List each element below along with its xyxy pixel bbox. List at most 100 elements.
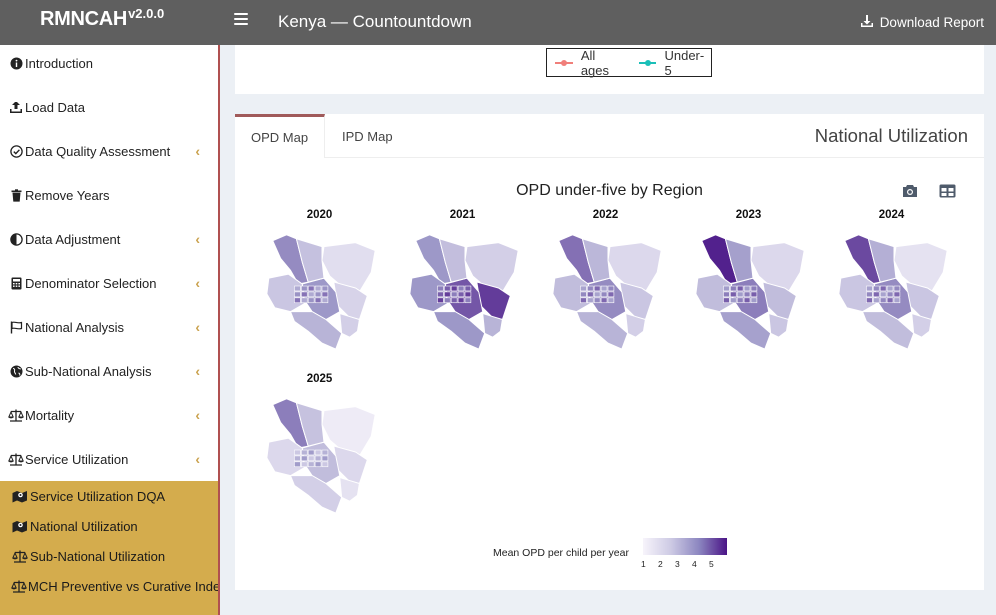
- sidebar-item-label: National Analysis: [25, 319, 124, 335]
- region-mid: [724, 238, 754, 283]
- chevron-left-icon[interactable]: ‹: [195, 319, 200, 335]
- colorbar-tick: 5: [709, 559, 714, 569]
- county-cell: [314, 297, 322, 304]
- county-cell: [866, 297, 873, 304]
- submenu-item[interactable]: Service Utilization DQA: [0, 481, 218, 511]
- trash-icon: [8, 188, 24, 202]
- region-coast: [911, 312, 932, 338]
- county-cell: [607, 297, 615, 304]
- sidebar-item[interactable]: Denominator Selection ‹: [0, 268, 218, 298]
- facet-map-2024: 2024: [834, 209, 964, 354]
- county-cell: [314, 461, 322, 468]
- sidebar-item[interactable]: Service Utilization ‹: [0, 444, 218, 474]
- download-report-button[interactable]: Download Report: [860, 14, 984, 31]
- choropleth-map[interactable]: [262, 223, 382, 351]
- sidebar-item-label: Mortality: [25, 407, 75, 423]
- region-coast: [339, 476, 360, 502]
- county-cell: [444, 297, 451, 304]
- colorbar-tick: 2: [658, 559, 663, 569]
- chevron-left-icon[interactable]: ‹: [195, 363, 200, 379]
- county-cell: [730, 297, 737, 304]
- choropleth-map[interactable]: [262, 387, 382, 515]
- submenu-item[interactable]: National Utilization: [0, 511, 218, 541]
- sidebar-item[interactable]: Load Data: [0, 92, 218, 122]
- choropleth-map[interactable]: [691, 223, 811, 351]
- scale-icon: [11, 550, 29, 563]
- colorbar-label: Mean OPD per child per year: [493, 547, 629, 559]
- tab-ipd-map[interactable]: IPD Map: [342, 128, 393, 144]
- facet-map-2020: 2020: [262, 209, 392, 354]
- chevron-left-icon[interactable]: ‹: [195, 451, 200, 467]
- facet-year-label: 2024: [878, 209, 905, 221]
- county-cell: [314, 291, 322, 298]
- region-mid: [581, 238, 611, 283]
- county-cell: [450, 291, 458, 298]
- facet-map-2023: 2023: [691, 209, 821, 354]
- series-legend: All ages Under-5: [546, 48, 712, 78]
- submenu-item[interactable]: MCH Preventive vs Curative Inde: [0, 571, 218, 601]
- facet-map-2022: 2022: [548, 209, 678, 354]
- facet-year-label: 2022: [592, 209, 619, 221]
- panel-title: National Utilization: [814, 125, 968, 146]
- region-south: [289, 475, 343, 514]
- county-cell: [450, 297, 458, 304]
- colorbar-tick: 3: [675, 559, 680, 569]
- region-mid: [295, 402, 325, 447]
- sidebar-item[interactable]: Introduction: [0, 48, 218, 78]
- county-cell: [873, 285, 880, 292]
- county-cell: [866, 285, 873, 292]
- sidebar-item[interactable]: National Analysis ‹: [0, 312, 218, 342]
- sidebar-item[interactable]: Sub-National Analysis ‹: [0, 356, 218, 386]
- county-cell: [437, 285, 444, 292]
- county-cell: [301, 449, 308, 456]
- table-view-icon[interactable]: [939, 184, 956, 202]
- county-cell: [743, 291, 751, 298]
- sidebar-item-label: Introduction: [25, 55, 93, 71]
- chevron-left-icon[interactable]: ‹: [195, 143, 200, 159]
- county-cell: [307, 455, 315, 462]
- sidebar-item-label: Denominator Selection: [25, 275, 157, 291]
- app-brand[interactable]: RMNCAH v2.0.0: [0, 0, 220, 45]
- county-cell: [450, 285, 458, 292]
- county-cell: [587, 297, 594, 304]
- calculator-icon: [8, 277, 24, 290]
- county-cell: [736, 291, 744, 298]
- chevron-left-icon[interactable]: ‹: [195, 275, 200, 291]
- sidebar-item[interactable]: Remove Years: [0, 180, 218, 210]
- download-report-label: Download Report: [879, 15, 984, 30]
- sidebar-item[interactable]: Data Adjustment ‹: [0, 224, 218, 254]
- map-tabs: OPD Map IPD Map National Utilization: [235, 114, 984, 158]
- county-cell: [750, 285, 758, 292]
- county-cell: [321, 285, 329, 292]
- submenu-item[interactable]: Sub-National Utilization: [0, 541, 218, 571]
- county-cell: [314, 285, 322, 292]
- choropleth-map[interactable]: [405, 223, 525, 351]
- county-cell: [723, 297, 730, 304]
- county-cell: [464, 297, 472, 304]
- region-south: [575, 311, 629, 350]
- sidebar-item[interactable]: Mortality ‹: [0, 400, 218, 430]
- sidebar-item[interactable]: Data Quality Assessment ‹: [0, 136, 218, 166]
- county-cell: [873, 291, 880, 298]
- camera-icon[interactable]: [902, 184, 918, 202]
- county-cell: [736, 285, 744, 292]
- county-cell: [294, 297, 301, 304]
- county-cell: [607, 291, 615, 298]
- county-cell: [593, 297, 601, 304]
- sidebar-item-label: Service Utilization: [25, 451, 129, 467]
- county-cell: [314, 449, 322, 456]
- choropleth-map[interactable]: [548, 223, 668, 351]
- county-cell: [464, 285, 472, 292]
- choropleth-map[interactable]: [834, 223, 954, 351]
- tab-opd-map[interactable]: OPD Map: [235, 114, 326, 158]
- county-cell: [307, 297, 315, 304]
- utilization-panel: OPD Map IPD Map National Utilization OPD…: [235, 114, 984, 590]
- chevron-left-icon[interactable]: ‹: [195, 407, 200, 423]
- county-cell: [294, 455, 301, 462]
- county-cell: [294, 449, 301, 456]
- sidebar-item-label: Sub-National Analysis: [25, 363, 152, 379]
- chevron-left-icon[interactable]: ‹: [195, 231, 200, 247]
- sidebar-toggle-icon[interactable]: [234, 13, 248, 25]
- county-cell: [294, 285, 301, 292]
- service-utilization-submenu: Service Utilization DQA National Utilizat…: [0, 481, 218, 615]
